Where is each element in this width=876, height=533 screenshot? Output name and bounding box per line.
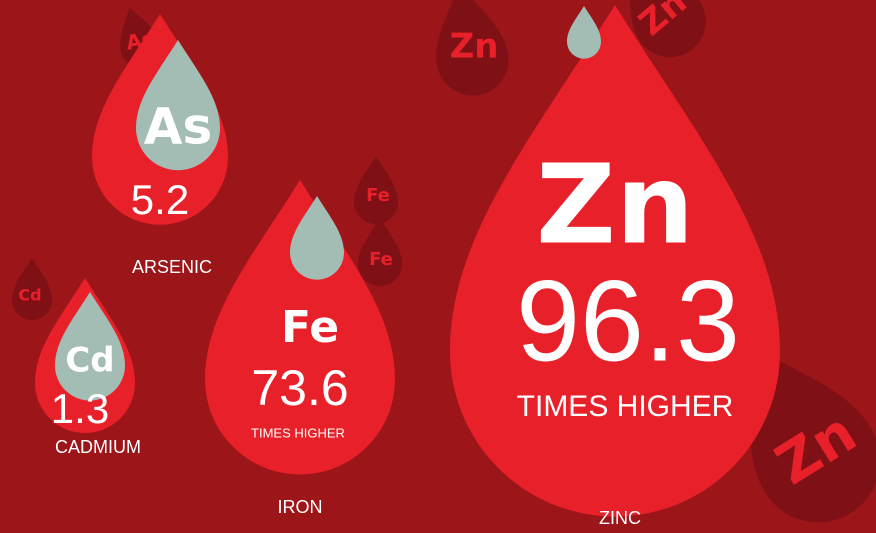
element-note: TIMES HIGHER <box>251 425 345 440</box>
element-name: ARSENIC <box>132 257 212 277</box>
element-symbol: Cd <box>65 341 114 381</box>
decor-label: Cd <box>18 286 41 305</box>
element-symbol: Zn <box>536 140 694 268</box>
infographic: As Zn Zn Fe Fe Cd Zn As 5.2 ARSENIC Cd 1… <box>0 0 876 533</box>
element-name: IRON <box>278 497 323 517</box>
decor-label: Fe <box>369 249 393 270</box>
element-value: 96.3 <box>516 257 740 385</box>
decor-label: Zn <box>450 27 499 67</box>
page: {"elements": [ {"symbol": "As", "value":… <box>0 0 876 533</box>
element-note: TIMES HIGHER <box>517 390 734 423</box>
element-value: 73.6 <box>251 360 348 416</box>
element-value: 1.3 <box>51 385 109 432</box>
decor-label: As <box>124 26 155 54</box>
element-value: 5.2 <box>131 176 189 223</box>
inner-drop <box>567 6 601 59</box>
element-name: ZINC <box>599 508 641 528</box>
element-name: CADMIUM <box>55 437 141 457</box>
element-symbol: As <box>144 98 212 156</box>
decor-label: Fe <box>366 185 390 206</box>
element-symbol: Fe <box>281 302 339 353</box>
